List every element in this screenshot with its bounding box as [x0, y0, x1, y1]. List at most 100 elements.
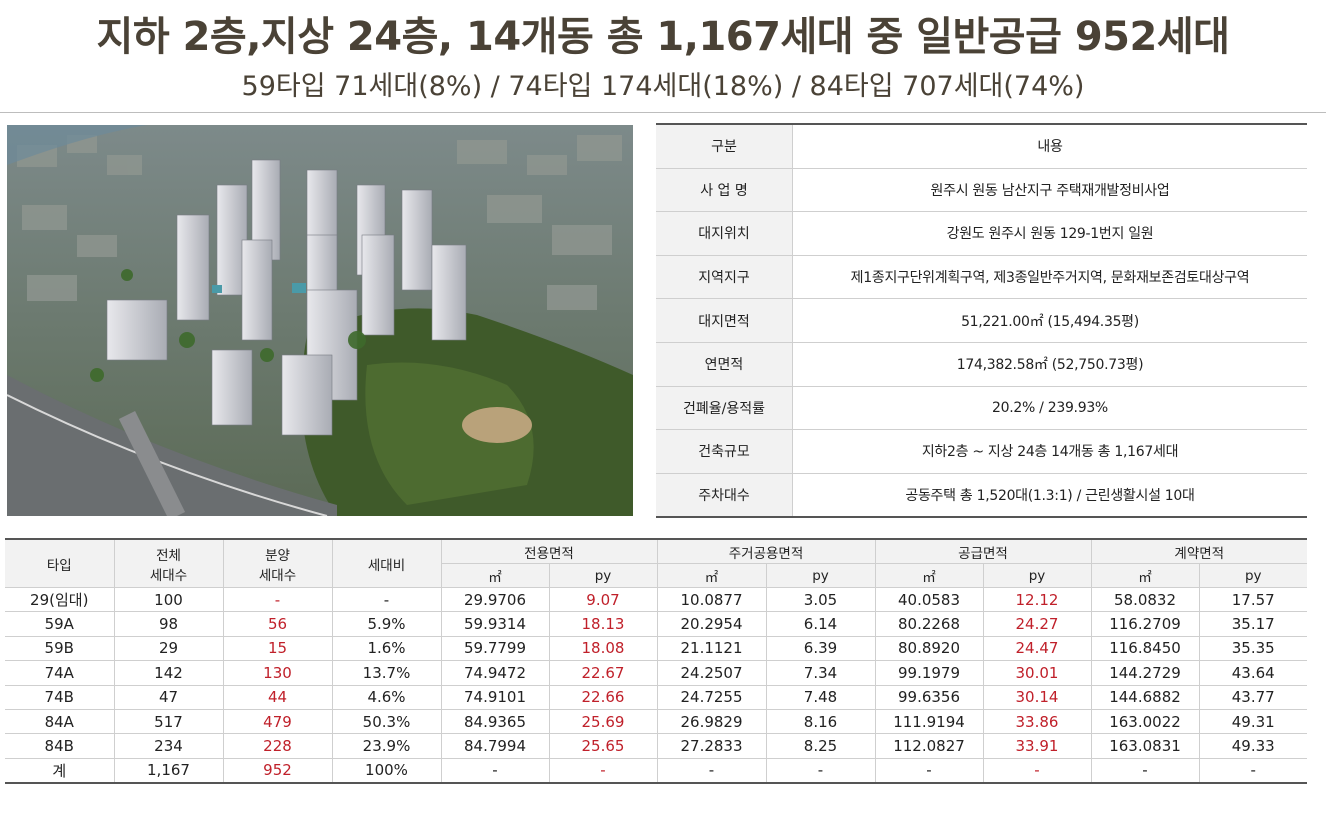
cell-type: 29(임대) — [5, 586, 115, 613]
cell-exclusive-sqm: 74.9472 — [440, 660, 550, 686]
unit-header-row-1: 타입 전체 세대수 분양 세대수 세대비 전용면적 주거공용면적 공급면적 계약면적 — [5, 538, 1307, 588]
cell-common-sqm: 21.1121 — [656, 635, 767, 662]
cell-exclusive-py: 22.66 — [548, 684, 658, 710]
cell-supply-sqm: 111.9194 — [874, 708, 984, 735]
cell-contract-sqm: 58.0832 — [1090, 586, 1200, 613]
col-common-py: py — [765, 563, 876, 588]
cell-sale-units: 44 — [222, 684, 333, 710]
cell-contract-py: 43.77 — [1198, 684, 1307, 710]
cell-exclusive-py: 18.13 — [548, 611, 658, 637]
unit-row: 84A 517 479 50.3% 84.9365 25.69 26.9829 8.16 111… — [5, 708, 1307, 735]
cell-supply-py: 30.01 — [982, 660, 1092, 686]
cell-type: 84B — [5, 733, 115, 759]
cell-ratio: 50.3% — [331, 708, 442, 735]
cell-common-sqm: 26.9829 — [656, 708, 767, 735]
cell-contract-sqm: 116.2709 — [1090, 611, 1200, 637]
cell-total-units: 142 — [113, 660, 224, 686]
unit-row: 84B 234 228 23.9% 84.7994 25.65 27.2833 8.25 112… — [5, 733, 1307, 759]
cell-common-sqm: 24.7255 — [656, 684, 767, 710]
unit-row: 29(임대) 100- -29.9706 9.07 10.0877 3.05 40.0583… — [5, 586, 1307, 613]
cell-supply-sqm: 99.6356 — [874, 684, 984, 710]
cell-sale-units: 56 — [222, 611, 333, 637]
info-key: 건폐율/용적률 — [656, 386, 793, 431]
cell-contract-sqm: - — [1090, 757, 1200, 785]
info-value: 제1종지구단위계획구역, 제3종일반주거지역, 문화재보존검토대상구역 — [792, 255, 1307, 300]
cell-ratio: - — [331, 586, 442, 613]
cell-exclusive-sqm: 59.7799 — [440, 635, 550, 662]
unit-row: 74A 142 130 13.7% 74.9472 22.67 24.2507 7.34 99.… — [5, 660, 1307, 686]
cell-total-units: 47 — [113, 684, 224, 710]
info-header-value: 내용 — [792, 122, 1307, 169]
cell-type: 74A — [5, 660, 115, 686]
cell-exclusive-py: 9.07 — [548, 586, 658, 613]
col-exclusive-sqm: ㎡ — [441, 563, 550, 588]
cell-supply-sqm: 80.8920 — [874, 635, 984, 662]
cell-exclusive-py: 22.67 — [548, 660, 658, 686]
unit-type-table: 타입 전체 세대수 분양 세대수 세대비 전용면적 주거공용면적 공급면적 계약면적… — [5, 538, 1307, 785]
info-value: 51,221.00㎡ (15,494.35평) — [792, 298, 1307, 343]
cell-ratio: 100% — [331, 757, 442, 785]
info-key: 주차대수 — [656, 473, 793, 519]
col-common-sqm: ㎡ — [656, 563, 767, 588]
cell-supply-sqm: - — [874, 757, 984, 785]
info-row: 지역지구 제1종지구단위계획구역, 제3종일반주거지역, 문화재보존검토대상구역 — [656, 255, 1307, 300]
info-key: 대지면적 — [656, 298, 793, 343]
cell-contract-py: 43.64 — [1198, 660, 1307, 686]
cell-sale-units: 479 — [222, 708, 333, 735]
cell-exclusive-sqm: 74.9101 — [440, 684, 550, 710]
cell-common-sqm: 27.2833 — [656, 733, 767, 759]
cell-type: 59A — [5, 611, 115, 637]
project-info-table: 구분 내용 사 업 명 원주시 원동 남산지구 주택재개발정비사업 대지위치 강원도 … — [656, 122, 1307, 519]
cell-exclusive-py: 25.69 — [548, 708, 658, 735]
cell-common-py: 6.14 — [765, 611, 876, 637]
info-row: 대지위치 강원도 원주시 원동 129-1번지 일원 — [656, 211, 1307, 256]
col-common-area: 주거공용면적 — [656, 538, 876, 564]
info-value: 20.2% / 239.93% — [792, 386, 1307, 431]
aerial-rendering-image — [7, 125, 633, 516]
cell-supply-sqm: 40.0583 — [874, 586, 984, 613]
col-contract-area: 계약면적 — [1090, 538, 1307, 564]
cell-total-units: 1,167 — [113, 757, 224, 785]
cell-common-sqm: 24.2507 — [656, 660, 767, 686]
col-sale-units: 분양 세대수 — [222, 538, 333, 588]
unit-row: 계 1,167 952 100% - - - - - - - - — [5, 757, 1307, 785]
cell-exclusive-py: 25.65 — [548, 733, 658, 759]
cell-common-py: 7.34 — [765, 660, 876, 686]
cell-supply-py: 33.91 — [982, 733, 1092, 759]
cell-common-py: 8.16 — [765, 708, 876, 735]
cell-ratio: 4.6% — [331, 684, 442, 710]
cell-common-sqm: 20.2954 — [656, 611, 767, 637]
unit-row: 59B 29 15 1.6% 59.7799 18.08 21.1121 6.39 80.892… — [5, 635, 1307, 662]
cell-sale-units: 952 — [222, 757, 333, 785]
info-key: 지역지구 — [656, 255, 793, 300]
cell-sale-units: 130 — [222, 660, 333, 686]
cell-contract-py: 35.17 — [1198, 611, 1307, 637]
subline: 59타입 71세대(8%) / 74타입 174세대(18%) / 84타입 7… — [241, 71, 1085, 102]
cell-contract-sqm: 163.0022 — [1090, 708, 1200, 735]
cell-supply-sqm: 112.0827 — [874, 733, 984, 759]
info-header-key: 구분 — [656, 122, 793, 169]
cell-total-units: 234 — [113, 733, 224, 759]
cell-exclusive-sqm: 29.9706 — [440, 586, 550, 613]
cell-type: 59B — [5, 635, 115, 662]
cell-contract-sqm: 144.2729 — [1090, 660, 1200, 686]
cell-supply-py: 12.12 — [982, 586, 1092, 613]
cell-total-units: 29 — [113, 635, 224, 662]
cell-common-sqm: - — [656, 757, 767, 785]
cell-exclusive-sqm: 59.9314 — [440, 611, 550, 637]
cell-common-py: 7.48 — [765, 684, 876, 710]
cell-sale-units: - — [222, 586, 333, 613]
cell-exclusive-sqm: 84.7994 — [440, 733, 550, 759]
cell-contract-sqm: 144.6882 — [1090, 684, 1200, 710]
info-key: 연면적 — [656, 342, 793, 387]
cell-common-py: 3.05 — [765, 586, 876, 613]
cell-common-py: 8.25 — [765, 733, 876, 759]
cell-sale-units: 15 — [222, 635, 333, 662]
cell-exclusive-py: 18.08 — [548, 635, 658, 662]
info-row: 주차대수 공동주택 총 1,520대(1.3:1) / 근린생활시설 10대 — [656, 473, 1307, 519]
col-total-units: 전체 세대수 — [113, 538, 224, 588]
cell-supply-py: 30.14 — [982, 684, 1092, 710]
cell-type: 74B — [5, 684, 115, 710]
cell-contract-sqm: 163.0831 — [1090, 733, 1200, 759]
cell-exclusive-py: - — [548, 757, 658, 785]
